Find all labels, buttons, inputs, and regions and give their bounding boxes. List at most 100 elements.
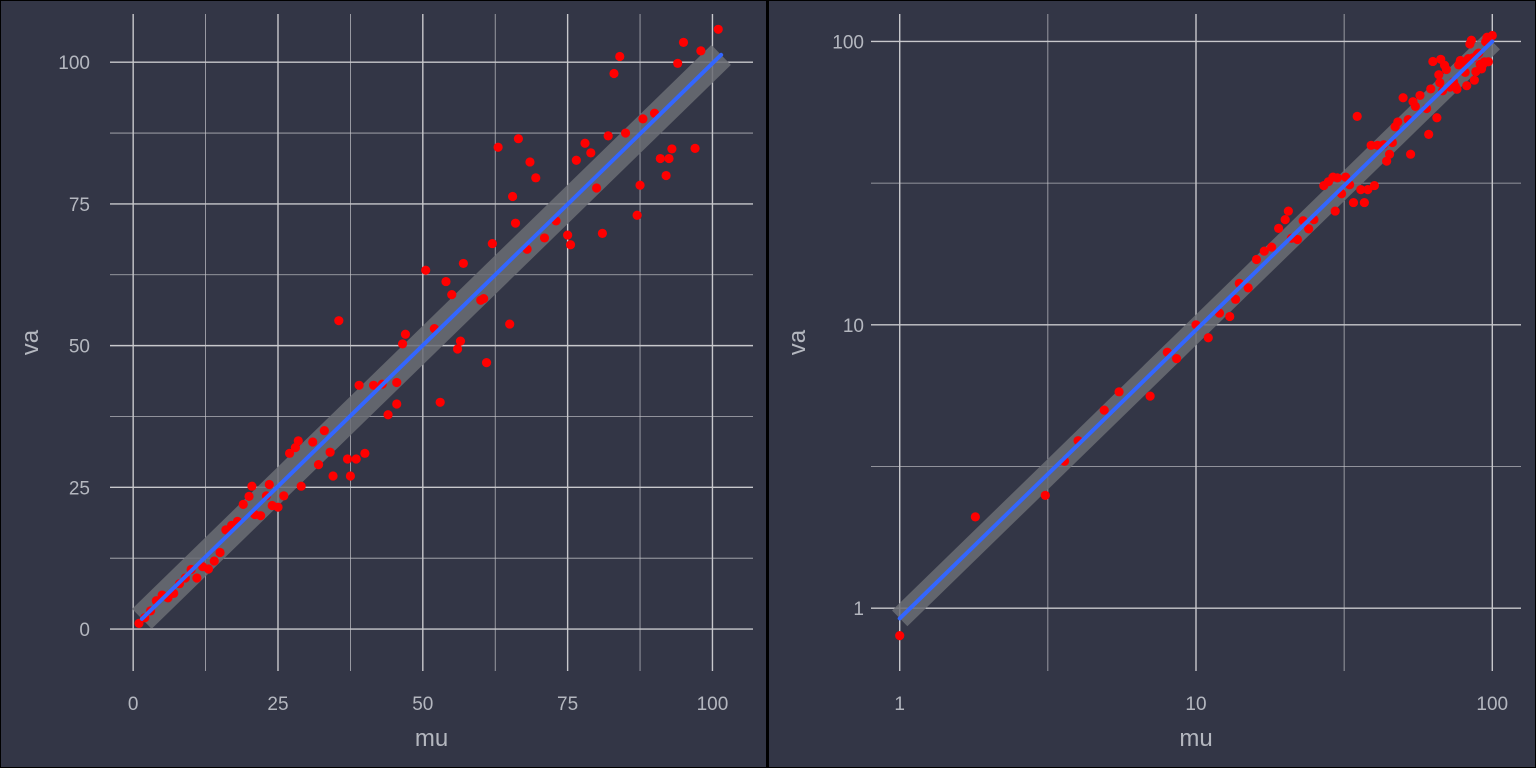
data-point: [493, 142, 503, 152]
data-point: [678, 37, 689, 47]
data-point: [507, 191, 518, 202]
data-point: [264, 479, 274, 490]
data-point: [284, 448, 295, 458]
data-point: [1363, 185, 1373, 195]
data-point: [256, 511, 266, 521]
data-point: [1280, 215, 1290, 225]
data-point: [565, 240, 576, 250]
x-tick-label: 25: [267, 694, 288, 715]
data-point: [383, 410, 393, 420]
y-tick-label: 10: [843, 316, 864, 337]
panel-left: 0 25 50 75 100 0 25 50 75 100 mu va: [0, 0, 767, 768]
data-point: [664, 153, 674, 164]
data-point: [1292, 234, 1303, 245]
data-point: [334, 316, 344, 326]
data-point: [1426, 84, 1436, 94]
fit-line: [139, 52, 724, 621]
data-point: [400, 329, 411, 339]
data-point: [591, 183, 602, 193]
data-point: [1230, 294, 1241, 304]
data-point: [479, 293, 489, 304]
data-point: [1099, 405, 1109, 415]
data-point: [1356, 185, 1366, 195]
data-point: [452, 344, 463, 354]
data-point: [392, 399, 402, 409]
data-point: [458, 258, 468, 269]
data-point: [1267, 242, 1277, 252]
x-axis-title: mu: [415, 725, 448, 752]
data-point: [1203, 333, 1213, 343]
x-tick-label: 10: [1185, 694, 1206, 715]
data-point: [1369, 180, 1379, 191]
y-axis-title: va: [17, 329, 44, 355]
data-point: [360, 448, 370, 458]
data-point: [345, 471, 356, 481]
x-tick-label: 0: [128, 694, 139, 715]
data-point: [1435, 77, 1445, 88]
data-point: [1330, 206, 1340, 216]
data-point: [1348, 197, 1359, 208]
data-point: [713, 24, 723, 34]
data-point: [513, 134, 523, 144]
data-point: [435, 397, 445, 407]
data-point: [1259, 246, 1269, 256]
data-point: [244, 491, 254, 502]
data-point: [313, 460, 324, 470]
data-point: [421, 265, 431, 275]
data-point: [1483, 57, 1493, 67]
data-point: [525, 157, 535, 167]
data-point: [655, 153, 665, 164]
data-point: [597, 228, 607, 238]
y-tick-label: 1: [853, 599, 864, 620]
data-point: [1304, 224, 1314, 234]
data-point: [1428, 56, 1438, 67]
data-point: [1243, 283, 1253, 293]
data-point: [238, 499, 248, 509]
y-axis-title: va: [784, 329, 811, 355]
data-point: [1410, 101, 1420, 111]
data-point: [638, 114, 648, 124]
x-axis-title: mu: [1179, 725, 1212, 752]
data-point: [1452, 84, 1462, 94]
data-point: [690, 143, 700, 153]
data-point: [895, 630, 905, 641]
data-point: [441, 276, 451, 287]
data-point: [1171, 353, 1182, 364]
y-tick-label: 0: [79, 620, 90, 641]
data-point: [571, 155, 581, 165]
data-point: [487, 238, 497, 249]
data-point: [308, 437, 318, 447]
data-point: [510, 218, 521, 228]
x-tick-label: 1: [894, 694, 905, 715]
grid: [871, 14, 1521, 671]
data-point: [296, 481, 306, 491]
data-point: [696, 46, 706, 56]
data-point: [609, 68, 619, 79]
data-point: [1424, 129, 1434, 139]
data-point: [209, 556, 219, 566]
data-point: [970, 512, 980, 522]
panel-right: 1 10 100 1 10 100 mu va: [769, 0, 1536, 768]
x-tick-label: 100: [1476, 694, 1508, 715]
data-point: [481, 358, 492, 368]
data-point: [539, 233, 550, 243]
data-point: [1114, 387, 1124, 397]
data-point: [328, 471, 338, 481]
data-point: [1352, 111, 1362, 121]
data-point: [447, 289, 457, 300]
y-tick-label: 100: [58, 53, 90, 74]
data-point: [1469, 75, 1479, 85]
data-point: [279, 491, 289, 501]
data-point: [203, 564, 214, 574]
x-tick-label: 100: [697, 694, 729, 715]
data-point: [215, 547, 225, 558]
data-point: [325, 447, 335, 457]
y-tick-label: 50: [69, 337, 90, 358]
data-point: [1145, 391, 1155, 401]
data-point: [586, 148, 596, 158]
fit-line: [897, 39, 1495, 621]
data-point: [1283, 206, 1293, 216]
data-point: [247, 481, 257, 491]
data-point: [1466, 35, 1476, 45]
